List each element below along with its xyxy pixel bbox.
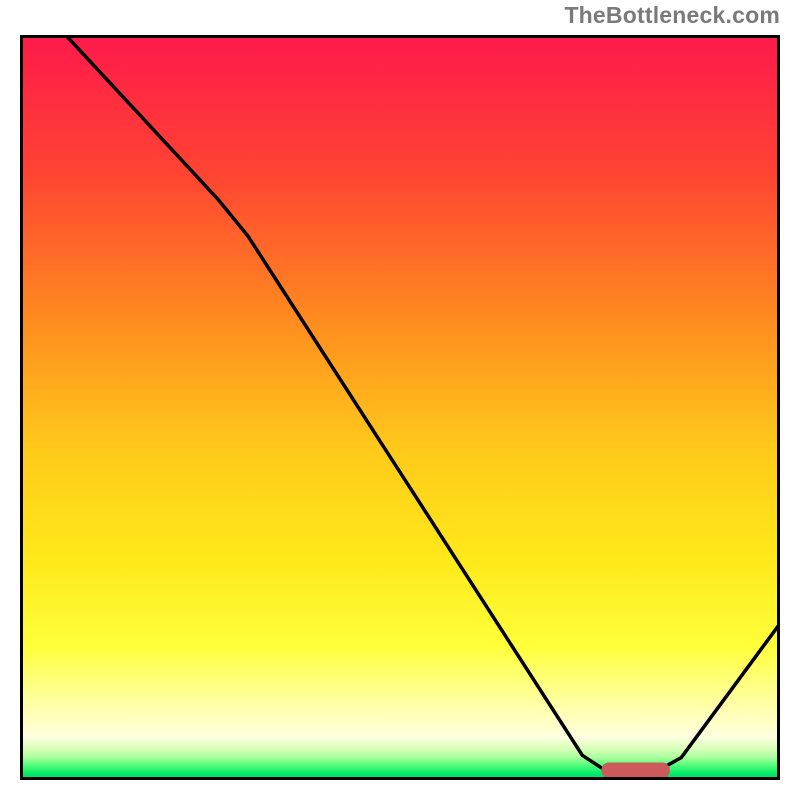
watermark-text: TheBottleneck.com [564, 2, 780, 29]
chart-container: TheBottleneck.com [0, 0, 800, 800]
plot-svg [20, 35, 780, 780]
plot-background [20, 35, 780, 780]
plot-frame [20, 35, 780, 780]
optimum-marker [601, 762, 669, 778]
